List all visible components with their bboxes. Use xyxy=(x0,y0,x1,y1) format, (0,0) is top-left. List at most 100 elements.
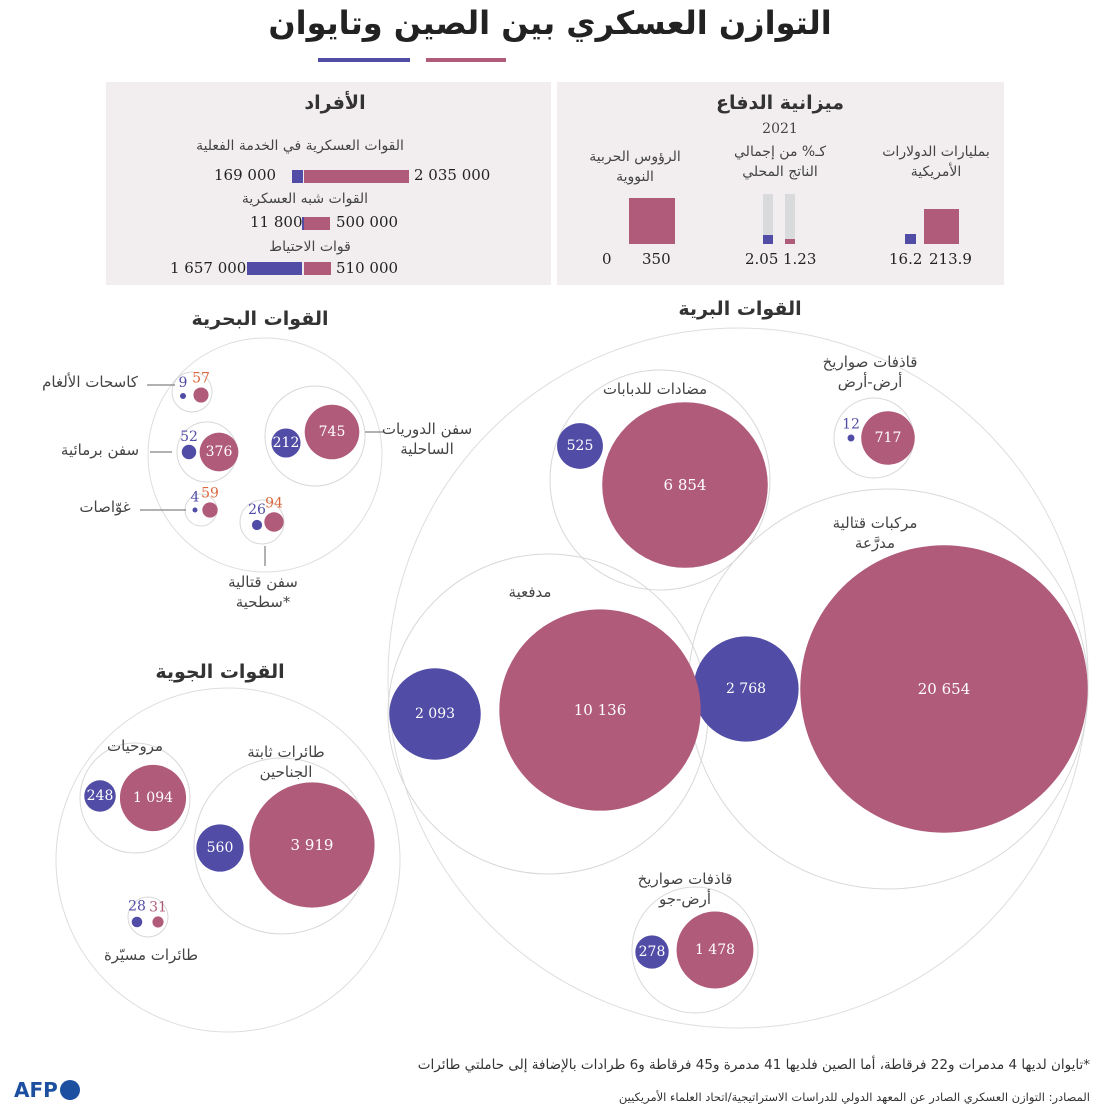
label-taiwan-g1-i2: 4 xyxy=(191,490,200,506)
bubble-china-g1-i2 xyxy=(202,502,218,518)
bar-para-taiwan xyxy=(302,217,304,230)
val-active-taiwan: 169 000 xyxy=(214,166,277,184)
val-nukes-taiwan: 0 xyxy=(602,250,612,268)
bubble-taiwan-g0-i0 xyxy=(847,434,855,442)
val-active-china: 2 035 000 xyxy=(414,166,491,184)
label-sam: قاذفات صواريخ أرض-جو xyxy=(637,870,733,908)
bubble-china-g1-i0 xyxy=(193,387,209,403)
personnel-label-reserve: قوات الاحتياط xyxy=(269,239,351,255)
personnel-title: الأفراد xyxy=(304,92,366,114)
label-afv: مركبات قتالية مدرَّعة xyxy=(832,514,918,552)
label-patrol: سفن الدوريات الساحلية xyxy=(381,420,473,458)
label-taiwan-g2-i0: 248 xyxy=(87,788,114,804)
bubble-china-g1-i4 xyxy=(264,512,284,532)
bar-reserve-taiwan xyxy=(247,262,302,275)
label-china-g1-i1: 376 xyxy=(206,444,233,460)
label-china-g2-i0: 1 094 xyxy=(133,790,173,806)
bubble-china-g2-i0 xyxy=(119,764,187,832)
budget-usd-label: بمليارات الدولارات الأمريكية xyxy=(882,144,990,180)
bubble-china-g2-i1 xyxy=(249,782,375,908)
personnel-panel xyxy=(106,82,551,285)
label-surface: سفن قتالية سطحية* xyxy=(228,573,298,611)
afp-logo: AFP xyxy=(14,1078,80,1102)
bubble-taiwan-g1-i1 xyxy=(181,444,197,460)
label-taiwan-g2-i1: 560 xyxy=(207,840,234,856)
label-taiwan-g0-i4: 278 xyxy=(639,944,666,960)
val-para-china: 500 000 xyxy=(336,213,399,231)
label-taiwan-g1-i4: 26 xyxy=(248,502,266,518)
label-taiwan-g2-i2: 28 xyxy=(128,899,146,915)
gdp-track-taiwan xyxy=(763,194,773,244)
bubble-taiwan-g1-i2 xyxy=(192,507,198,513)
val-gdp-china: 1.23 xyxy=(783,250,817,268)
label-china-g1-i0: 57 xyxy=(192,370,210,386)
ring-g2-i0 xyxy=(79,742,191,854)
bar-gdp-china xyxy=(785,239,795,244)
personnel-label-active: القوات العسكرية في الخدمة الفعلية xyxy=(196,138,404,154)
label-taiwan-g1-i3: 212 xyxy=(273,435,300,451)
bar-active-china xyxy=(304,170,409,183)
label-amphibious: سفن برمائية xyxy=(60,441,140,459)
bubble-china-g0-i4 xyxy=(676,911,754,989)
val-gdp-taiwan: 2.05 xyxy=(745,250,779,268)
bubble-china-g0-i2 xyxy=(800,545,1088,833)
label-china-g1-i2: 59 xyxy=(201,485,219,501)
label-ssm: قاذفات صواريخ أرض-أرض xyxy=(822,353,918,391)
bubble-china-g0-i3 xyxy=(499,609,701,811)
label-taiwan-g0-i3: 2 093 xyxy=(415,706,455,722)
ring-g1-i3 xyxy=(264,385,366,487)
personnel-label-paramilitary: القوات شبه العسكرية xyxy=(241,191,369,207)
section-title-land: القوات البرية xyxy=(678,298,802,320)
bubble-china-g1-i1 xyxy=(199,432,239,472)
ring-g0-i4 xyxy=(631,886,759,1014)
label-helicopters: مروحيات xyxy=(106,737,164,755)
label-china-g1-i3: 745 xyxy=(319,424,346,440)
val-nukes-china: 350 xyxy=(642,250,671,268)
budget-title: ميزانية الدفاع xyxy=(715,92,845,114)
label-china-g2-i1: 3 919 xyxy=(291,836,334,854)
label-artillery: مدفعية xyxy=(508,583,552,601)
bubble-taiwan-g0-i1 xyxy=(557,423,603,469)
bubble-taiwan-g2-i2 xyxy=(131,916,143,928)
label-fixedwing: طائرات ثابتة الجناحين xyxy=(247,743,325,781)
bar-reserve-china xyxy=(304,262,331,275)
label-taiwan-g0-i1: 525 xyxy=(567,438,594,454)
label-taiwan-g1-i0: 9 xyxy=(179,375,188,391)
bubble-taiwan-g0-i4 xyxy=(635,935,669,969)
val-usd-taiwan: 16.2 xyxy=(889,250,923,268)
footnote: *تايوان لديها 4 مدمرات و22 فرقاطة، أما ا… xyxy=(417,1057,1090,1073)
bubble-china-g2-i2 xyxy=(152,916,164,928)
budget-gdp-label: كـ% من إجمالي الناتج المحلي xyxy=(734,144,826,180)
ring-g0-i1 xyxy=(549,369,771,591)
bubble-taiwan-g1-i0 xyxy=(180,393,186,399)
val-para-taiwan: 11 800 xyxy=(250,213,303,231)
bar-nukes-china xyxy=(629,198,675,244)
section-title-air: القوات الجوية xyxy=(155,661,285,683)
label-china-g0-i3: 10 136 xyxy=(574,701,627,719)
bubble-china-g0-i0 xyxy=(861,411,915,465)
label-china-g2-i2: 31 xyxy=(149,899,167,915)
legend-taiwan xyxy=(318,58,410,62)
label-antitank: مضادات للدبابات xyxy=(602,380,708,398)
label-taiwan-g0-i0: 12 xyxy=(842,417,860,433)
label-drones: طائرات مسيّرة xyxy=(103,946,199,964)
gdp-track-china xyxy=(785,194,795,244)
budget-nukes-label: الرؤوس الحربية النووية xyxy=(589,149,681,185)
page-title: التوازن العسكري بين الصين وتايوان xyxy=(268,4,832,42)
bubble-china-g0-i1 xyxy=(602,402,768,568)
bubble-taiwan-g0-i3 xyxy=(389,668,481,760)
bubble-taiwan-g2-i0 xyxy=(84,780,116,812)
budget-panel xyxy=(557,82,1004,285)
ring-g1-i4 xyxy=(239,499,285,545)
ring-navy xyxy=(147,337,383,573)
bar-usd-china xyxy=(924,209,959,244)
legend-china xyxy=(426,58,506,62)
label-submarines: غوّاصات xyxy=(79,498,131,516)
label-taiwan-g0-i2: 2 768 xyxy=(726,681,766,697)
bubble-china-g1-i3 xyxy=(304,404,360,460)
val-reserve-taiwan: 1 657 000 xyxy=(170,259,247,277)
ring-g1-i0 xyxy=(171,371,213,413)
bar-usd-taiwan xyxy=(905,234,916,244)
label-china-g1-i4: 94 xyxy=(265,495,283,511)
